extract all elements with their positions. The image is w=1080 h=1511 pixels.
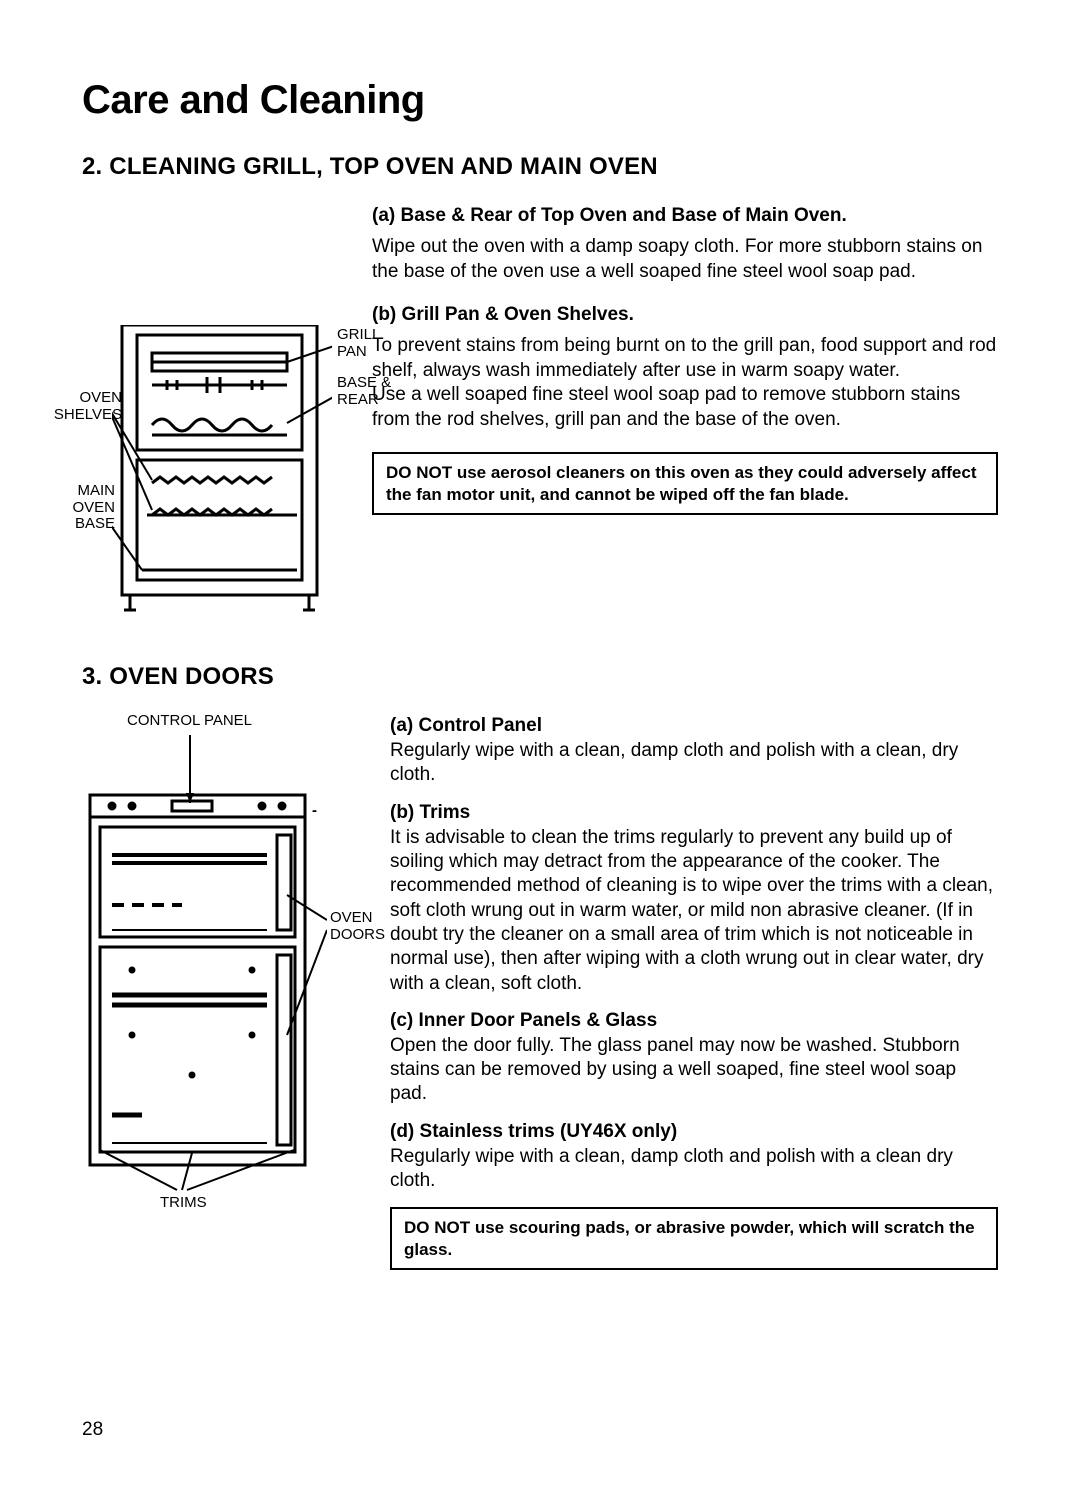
sec2-b-body1: To prevent stains from being burnt on to… [372, 334, 998, 383]
section3: 3. OVEN DOORS CONTROL PANEL - [82, 663, 998, 1275]
section3-text-col: (a) Control Panel Regularly wipe with a … [362, 715, 998, 1270]
label-main-oven-base: MAIN OVEN BASE [60, 483, 115, 533]
sec2-b-heading: (b) Grill Pan & Oven Shelves. [372, 304, 998, 326]
label-control-panel: CONTROL PANEL [127, 713, 252, 730]
sec3-a-heading: (a) Control Panel [390, 715, 998, 737]
section2-row: GRILL PAN BASE & REAR OVEN SHELVES MAIN … [82, 205, 998, 615]
section2-heading: 2. CLEANING GRILL, TOP OVEN AND MAIN OVE… [82, 153, 998, 181]
label-oven-doors: OVEN DOORS [330, 910, 390, 943]
sec2-a-heading: (a) Base & Rear of Top Oven and Base of … [372, 205, 998, 227]
section2-text-col: (a) Base & Rear of Top Oven and Base of … [362, 205, 998, 515]
section3-diagram-col: CONTROL PANEL - [82, 715, 362, 1275]
sec2-warning-box: DO NOT use aerosol cleaners on this oven… [372, 452, 998, 515]
label-oven-shelves: OVEN SHELVES [52, 390, 122, 423]
oven-doors-diagram [82, 735, 327, 1205]
sec3-b-heading: (b) Trims [390, 802, 998, 824]
oven-internal-diagram [112, 325, 332, 615]
sec3-d-body: Regularly wipe with a clean, damp cloth … [390, 1145, 998, 1194]
page-title: Care and Cleaning [82, 78, 998, 123]
section2-diagram-col: GRILL PAN BASE & REAR OVEN SHELVES MAIN … [82, 205, 362, 615]
sec3-c-body: Open the door fully. The glass panel may… [390, 1034, 998, 1107]
label-trims: TRIMS [160, 1195, 207, 1212]
label-base-rear: BASE & REAR [337, 375, 397, 408]
sec3-b-body: It is advisable to clean the trims regul… [390, 826, 998, 996]
sec3-c-heading: (c) Inner Door Panels & Glass [390, 1010, 998, 1032]
manual-page: Care and Cleaning 2. CLEANING GRILL, TOP… [0, 0, 1080, 1511]
section3-row: CONTROL PANEL - [82, 715, 998, 1275]
sec3-d-heading: (d) Stainless trims (UY46X only) [390, 1121, 998, 1143]
label-grill-pan: GRILL PAN [337, 327, 387, 360]
page-number: 28 [82, 1419, 103, 1441]
section3-heading: 3. OVEN DOORS [82, 663, 998, 691]
sec2-a-body: Wipe out the oven with a damp soapy clot… [372, 235, 998, 284]
sec3-warning-box: DO NOT use scouring pads, or abrasive po… [390, 1207, 998, 1270]
sec2-b-body2: Use a well soaped fine steel wool soap p… [372, 383, 998, 432]
sec3-a-body: Regularly wipe with a clean, damp cloth … [390, 739, 998, 788]
